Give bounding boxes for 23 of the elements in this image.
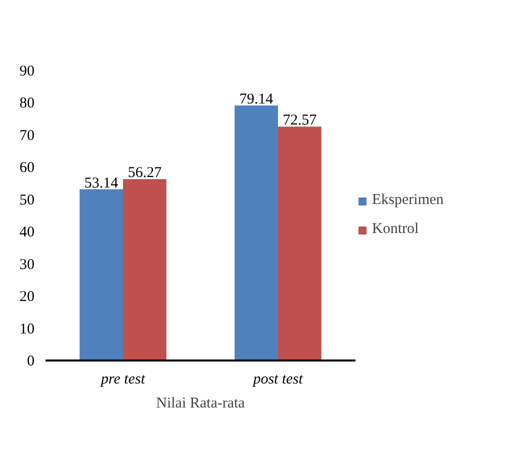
legend-label: Eksperimen — [372, 192, 444, 209]
bar — [234, 105, 278, 360]
y-tick-label: 0 — [27, 354, 34, 370]
y-tick-label: 80 — [20, 96, 34, 112]
y-tick-label: 20 — [20, 289, 34, 306]
legend-label: Kontrol — [372, 221, 419, 238]
bar — [80, 189, 123, 360]
x-tick-label: pre test — [100, 372, 146, 388]
data-label: 72.57 — [282, 112, 318, 129]
y-tick-label: 10 — [20, 321, 34, 338]
y-tick-label: 60 — [20, 160, 34, 176]
data-label: 53.14 — [84, 175, 119, 192]
y-tick-label: 90 — [20, 64, 34, 80]
bar — [278, 126, 322, 360]
x-tick-label: post test — [252, 372, 304, 388]
data-label: 79.14 — [239, 91, 274, 108]
x-axis-title: Nilai Rata-rata — [156, 396, 246, 412]
data-label: 56.27 — [128, 165, 162, 182]
y-tick-label: 30 — [20, 256, 34, 273]
y-tick-label: 70 — [20, 128, 34, 144]
bar — [123, 179, 166, 360]
y-tick-label: 40 — [20, 224, 34, 241]
y-tick-label: 50 — [20, 192, 34, 208]
